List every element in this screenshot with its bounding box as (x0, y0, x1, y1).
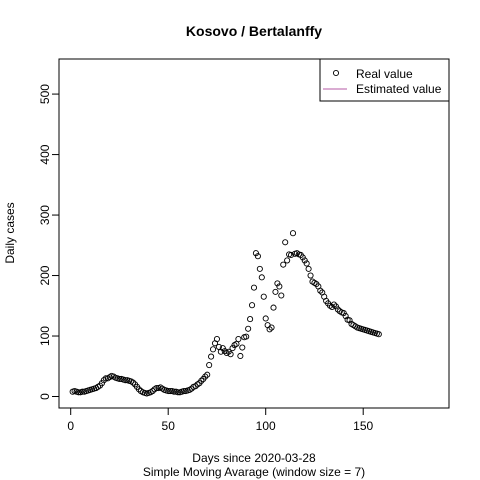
data-point (252, 250, 259, 257)
data-point (217, 348, 224, 355)
x-tick-label: 100 (256, 419, 276, 433)
y-tick-label: 0 (38, 393, 52, 400)
data-point (102, 375, 109, 382)
data-point (227, 351, 234, 358)
data-point (270, 304, 277, 311)
data-point (258, 274, 265, 281)
data-point (262, 315, 269, 322)
data-point (170, 388, 178, 395)
data-point (248, 302, 256, 309)
data-point (282, 239, 289, 246)
data-point (206, 362, 213, 369)
data-point (174, 389, 181, 396)
data-point (198, 377, 205, 384)
data-point (301, 257, 308, 264)
data-point (204, 371, 211, 378)
data-point (229, 345, 236, 352)
data-point (149, 388, 156, 395)
data-point (278, 292, 285, 299)
y-tick-label: 200 (38, 265, 52, 285)
data-point (239, 344, 246, 351)
plot-frame (58, 58, 450, 409)
data-point (254, 253, 261, 260)
data-point (342, 313, 349, 320)
data-point (116, 375, 123, 383)
y-tick-label: 100 (38, 326, 52, 346)
data-point (98, 380, 105, 387)
data-point (260, 293, 267, 300)
data-point (332, 303, 339, 310)
chart-title: Kosovo / Bertalanffy (186, 23, 322, 39)
x-tick-label: 150 (353, 419, 373, 433)
data-point (250, 284, 258, 291)
data-point (303, 260, 310, 267)
x-axis: 0 50 100 150 (67, 408, 374, 433)
data-point (245, 325, 252, 332)
data-point (202, 373, 209, 380)
data-point (219, 345, 226, 352)
legend: Real value Estimated value (319, 58, 450, 102)
data-point (299, 254, 306, 261)
chart-subtitle: Simple Moving Avarage (window size = 7) (143, 465, 365, 479)
data-point (247, 316, 254, 323)
data-point (167, 388, 174, 395)
data-point (192, 383, 199, 390)
data-point (130, 379, 137, 386)
data-point (276, 283, 283, 290)
y-axis: 0 100 200 300 400 500 (38, 84, 59, 400)
legend-box (319, 58, 450, 102)
data-point (235, 335, 242, 343)
real-value-points (69, 230, 382, 397)
y-axis-label: Daily cases (3, 202, 17, 263)
data-point (75, 389, 82, 396)
data-point (237, 352, 244, 360)
y-tick-label: 300 (38, 205, 52, 225)
data-point (280, 261, 287, 268)
data-point (122, 377, 129, 384)
data-point (221, 348, 228, 355)
data-point (274, 280, 281, 287)
data-point (330, 301, 338, 308)
data-point (272, 288, 279, 295)
data-point (375, 331, 382, 338)
legend-label-estimated-value: Estimated value (356, 82, 442, 96)
data-point (289, 230, 297, 237)
data-point (307, 272, 314, 279)
data-point (334, 306, 341, 313)
y-tick-label: 400 (38, 144, 52, 164)
data-point (153, 384, 160, 392)
data-point (317, 287, 324, 294)
x-tick-label: 50 (162, 419, 176, 433)
data-point (284, 257, 291, 264)
data-point (100, 377, 107, 384)
x-axis-label: Days since 2020-03-28 (192, 451, 316, 465)
data-point (266, 326, 273, 333)
y-tick-label: 500 (38, 84, 52, 104)
legend-label-real-value: Real value (356, 67, 413, 81)
data-point (256, 265, 263, 272)
x-tick-label: 0 (67, 419, 74, 433)
data-point (346, 317, 353, 324)
data-point (213, 335, 220, 343)
legend-circle-symbol (332, 69, 340, 77)
data-point (209, 346, 217, 353)
data-point (305, 265, 312, 272)
data-point (287, 251, 295, 259)
data-point (79, 388, 86, 395)
data-point (180, 388, 187, 395)
data-point (340, 309, 347, 317)
data-point (243, 333, 250, 340)
data-point (165, 388, 172, 395)
data-point (135, 386, 142, 393)
data-point (268, 324, 275, 331)
data-point (208, 353, 215, 360)
